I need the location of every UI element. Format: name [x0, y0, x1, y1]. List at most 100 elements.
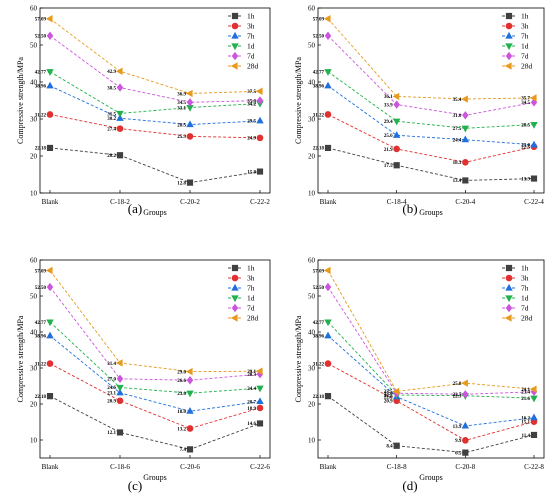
data-label-7h: 24.4 — [453, 139, 462, 144]
data-point-1h — [462, 177, 469, 184]
series-28d: 57.09 36.1 35.4 35.7 — [313, 15, 537, 103]
data-label-7h: 18.0 — [177, 410, 186, 415]
series-28d: 57.09 42.9 36.9 37.5 — [35, 15, 263, 97]
data-label-7h: 20.7 — [247, 400, 256, 405]
series-1h: 22.18 20.2 12.8 15.8 — [35, 144, 264, 186]
legend-marker-7h — [505, 283, 513, 291]
data-point-7d — [186, 376, 194, 385]
data-label-3h: 27.4 — [107, 127, 116, 132]
x-tick-label: C-22-8 — [524, 463, 544, 471]
y-tick-label: 20 — [30, 153, 38, 161]
panel-label: (c) — [128, 478, 142, 493]
series-line-28d — [49, 270, 261, 373]
series-line-3h — [327, 114, 535, 163]
data-label-1h: 22.18 — [313, 147, 325, 152]
data-point-1h — [46, 393, 54, 400]
legend-marker-3h — [505, 22, 513, 30]
series-line-7h — [49, 335, 261, 412]
x-axis-title: Groups — [419, 473, 443, 482]
data-point-28d — [115, 67, 123, 75]
data-label-28d: 25.8 — [453, 382, 462, 387]
data-label-1h: 12.8 — [177, 181, 186, 186]
data-point-28d — [461, 95, 468, 103]
x-tick-label: C-20-6 — [180, 463, 200, 471]
data-label-28d: 36.1 — [384, 95, 393, 100]
data-label-7h: 22.0 — [384, 396, 393, 401]
legend-marker-7d — [505, 51, 513, 61]
data-point-28d — [255, 367, 263, 375]
x-axis-title: Groups — [143, 208, 167, 217]
data-label-7d: 34.5 — [521, 101, 530, 106]
data-point-1d — [186, 390, 194, 398]
y-axis-title: Compressive strength/MPa — [16, 315, 25, 402]
x-tick-label: C-18-6 — [110, 463, 130, 471]
series-7d: 52.50 27.0 26.6 28.3 — [35, 282, 264, 385]
data-point-7d — [393, 100, 400, 109]
series-line-7d — [49, 286, 261, 381]
data-label-3h: 31.22 — [35, 362, 47, 367]
data-label-28d: 57.09 — [313, 18, 325, 23]
series-line-3h — [49, 114, 261, 139]
y-tick-label: 10 — [30, 437, 38, 445]
data-label-7d: 26.6 — [177, 379, 186, 384]
data-point-3h — [256, 134, 264, 142]
series-7h: 38.96 23.1 18.0 20.7 — [35, 331, 264, 415]
series-line-1d — [327, 321, 535, 399]
legend-label-28d: 28d — [521, 62, 533, 71]
data-label-3h: 9.9 — [455, 439, 462, 444]
legend-label-1d: 1d — [247, 42, 255, 51]
data-label-1d: 21.6 — [521, 397, 530, 402]
y-tick-label: 60 — [30, 257, 38, 265]
y-tick-label: 30 — [30, 116, 38, 124]
data-point-28d — [185, 367, 193, 376]
y-axis-title: Compressive strength/MPa — [16, 57, 25, 144]
data-label-28d: 35.4 — [453, 98, 462, 103]
series-line-1d — [327, 71, 535, 129]
data-point-3h — [324, 360, 332, 367]
data-label-7h: 13.9 — [453, 425, 462, 430]
data-label-1h: 13.4 — [453, 179, 462, 184]
data-point-7h — [186, 120, 194, 128]
data-point-7d — [256, 96, 264, 105]
data-point-28d — [461, 379, 468, 387]
legend-label-3h: 3h — [521, 274, 529, 283]
x-tick-label: C-22-2 — [250, 198, 270, 206]
data-label-1d: 33.1 — [177, 106, 186, 111]
legend-marker-7d — [505, 303, 513, 313]
data-point-1h — [462, 449, 469, 456]
series-line-7d — [49, 35, 261, 103]
data-label-3h: 25.3 — [177, 135, 186, 140]
data-point-3h — [393, 145, 400, 153]
data-label-1d: 27.5 — [453, 127, 462, 132]
legend-label-3h: 3h — [247, 22, 255, 31]
data-label-7d: 23.0 — [384, 392, 393, 397]
data-point-3h — [324, 111, 332, 118]
data-point-3h — [116, 397, 124, 405]
data-label-1d: 34.2 — [247, 102, 256, 107]
data-label-1d: 22.5 — [384, 394, 393, 399]
legend-marker-28d — [504, 314, 512, 322]
data-label-3h: 21.9 — [384, 148, 393, 153]
data-point-1h — [393, 162, 400, 169]
data-label-28d: 24.1 — [521, 388, 530, 393]
plot-frame — [317, 259, 545, 459]
series-line-28d — [327, 18, 535, 100]
data-label-3h: 31.22 — [35, 113, 47, 118]
data-label-3h: 31.22 — [313, 362, 325, 367]
data-point-28d — [529, 385, 537, 393]
y-tick-label: 60 — [30, 5, 38, 13]
y-tick-label: 10 — [308, 437, 316, 445]
series-3h: 31.22 21.9 18.3 22.5 — [313, 111, 538, 166]
data-label-1h: 22.18 — [35, 147, 47, 152]
series-line-1h — [327, 147, 535, 181]
data-label-7d: 52.50 — [35, 35, 47, 40]
data-point-1h — [186, 446, 194, 453]
data-label-3h: 13.2 — [177, 427, 186, 432]
data-label-7d: 52.50 — [313, 35, 325, 40]
data-label-1h: 13.9 — [521, 177, 530, 182]
y-tick-label: 40 — [30, 79, 38, 87]
data-point-7d — [46, 31, 54, 40]
data-point-7h — [530, 140, 538, 148]
x-tick-label: C-18-2 — [110, 198, 130, 206]
data-label-7h: 38.96 — [313, 85, 325, 90]
